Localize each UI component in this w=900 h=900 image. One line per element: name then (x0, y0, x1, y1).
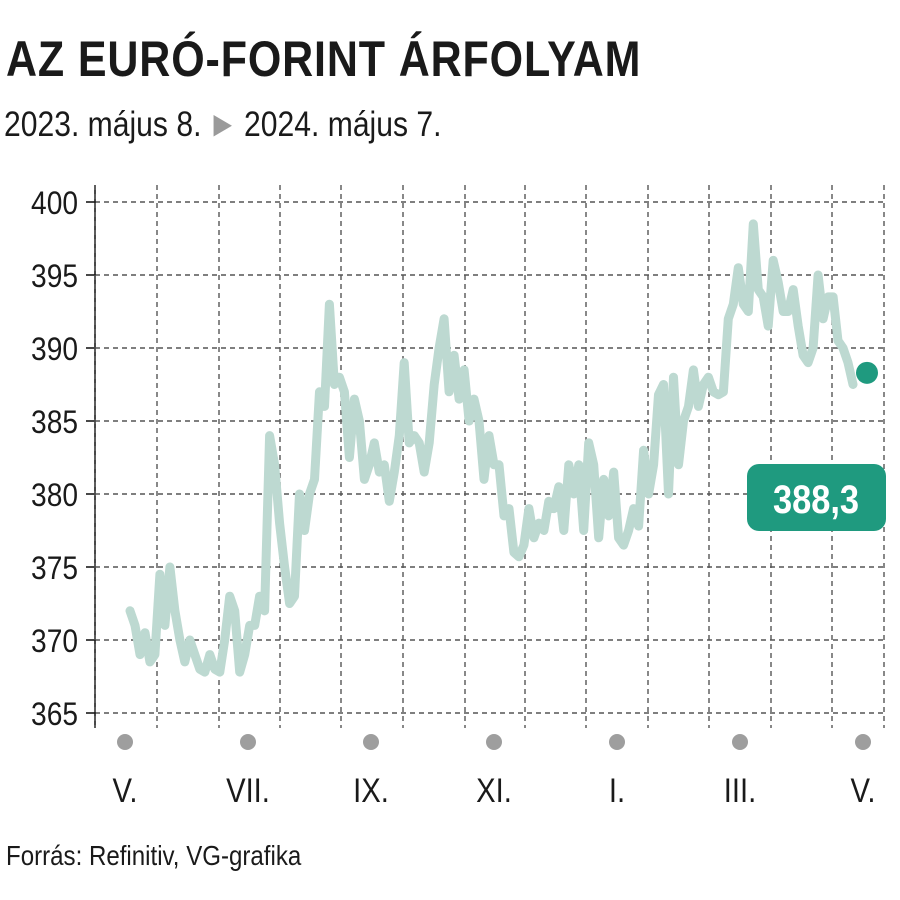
month-dot (240, 734, 256, 750)
series-line (125, 219, 858, 677)
month-dot (732, 734, 748, 750)
y-tick-label: 365 (31, 697, 78, 732)
date-range-end: 2024. május 7. (244, 105, 442, 144)
y-tick-label: 370 (31, 624, 78, 659)
month-dot (609, 734, 625, 750)
chart-title: AZ EURÓ-FORINT ÁRFOLYAM (6, 31, 642, 87)
play-arrow-icon: ▶ (213, 108, 233, 139)
x-tick-label: V. (851, 771, 876, 810)
y-tick-label: 380 (31, 478, 78, 513)
y-tick-label: 390 (31, 332, 78, 367)
y-tick-label: 400 (31, 186, 78, 221)
chart-subtitle: 2023. május 8. ▶ 2024. május 7. (4, 105, 442, 145)
y-tick-label: 395 (31, 259, 78, 294)
month-dot (855, 734, 871, 750)
last-value-dot (856, 361, 878, 384)
month-dot (117, 734, 133, 750)
x-tick-label: III. (724, 771, 756, 810)
month-dot (486, 734, 502, 750)
y-tick-label: 385 (31, 405, 78, 440)
month-dot (363, 734, 379, 750)
date-range-start: 2023. május 8. (4, 105, 202, 144)
x-tick-label: I. (609, 771, 625, 810)
y-tick-label: 375 (31, 551, 78, 586)
source-note: Forrás: Refinitiv, VG-grafika (6, 840, 302, 871)
last-value-label: 388,3 (773, 477, 859, 522)
x-tick-label: IX. (353, 771, 389, 810)
x-tick-label: VII. (226, 771, 270, 810)
last-value-badge (747, 464, 886, 531)
x-tick-label: XI. (476, 771, 512, 810)
x-tick-label: V. (113, 771, 138, 810)
